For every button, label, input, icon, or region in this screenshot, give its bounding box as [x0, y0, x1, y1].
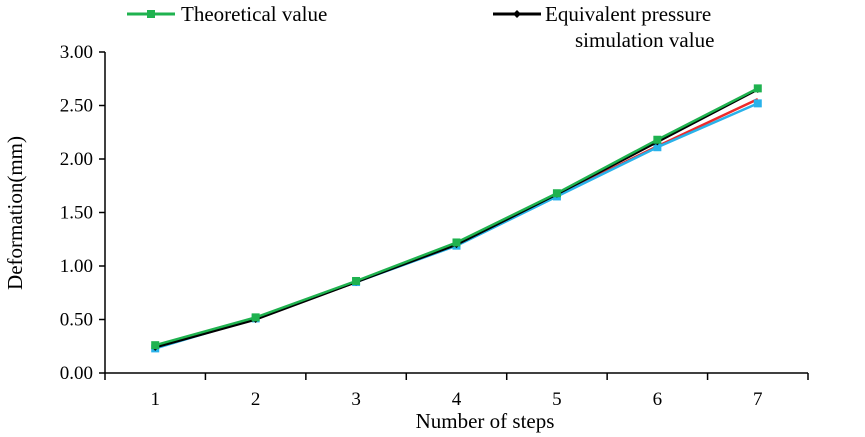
- x-tick-label: 6: [653, 389, 663, 410]
- data-point-0: [452, 238, 461, 247]
- data-point-0: [552, 189, 561, 198]
- legend-marker-theoretical: [147, 10, 155, 18]
- y-tick-label: 0.00: [60, 363, 93, 384]
- x-tick-label: 2: [251, 389, 261, 410]
- series-lines: [151, 84, 762, 353]
- y-tick-label: 0.50: [60, 310, 93, 331]
- legend: Theoretical value Equivalent pressure si…: [127, 2, 716, 52]
- y-tick-label: 3.00: [60, 42, 93, 63]
- y-tick-label: 2.00: [60, 149, 93, 170]
- legend-item-equivalent-pressure: Equivalent pressure simulation value: [493, 2, 716, 52]
- y-axis-title: Deformation(mm): [3, 136, 27, 290]
- data-point-0: [151, 341, 160, 350]
- data-point-3: [653, 143, 662, 152]
- x-tick-label: 1: [150, 389, 160, 410]
- series-line-1: [154, 88, 759, 349]
- x-tick-label: 4: [452, 389, 462, 410]
- series-line-0: [154, 87, 759, 347]
- data-point-0: [753, 84, 762, 93]
- x-tick-label: 7: [753, 389, 763, 410]
- legend-label-theoretical: Theoretical value: [181, 2, 327, 26]
- y-tick-label: 2.50: [60, 96, 93, 117]
- legend-marker-equivalent-pressure: [513, 10, 521, 18]
- data-point-3: [753, 99, 762, 108]
- y-tick-label: 1.00: [60, 256, 93, 277]
- x-axis-title: Number of steps: [416, 409, 555, 433]
- data-point-0: [251, 313, 260, 322]
- data-point-0: [352, 276, 361, 285]
- legend-item-theoretical: Theoretical value: [127, 2, 327, 26]
- x-tick-label: 5: [552, 389, 562, 410]
- x-tick-label: 3: [351, 389, 361, 410]
- y-tick-label: 1.50: [60, 203, 93, 224]
- data-point-0: [653, 135, 662, 144]
- axes: 0.00 0.50 1.00 1.50 2.00 2.50 3.00 1 2 3 4 5 6 7: [60, 42, 809, 410]
- legend-label-equivalent-pressure: Equivalent pressure simulation value: [545, 2, 716, 52]
